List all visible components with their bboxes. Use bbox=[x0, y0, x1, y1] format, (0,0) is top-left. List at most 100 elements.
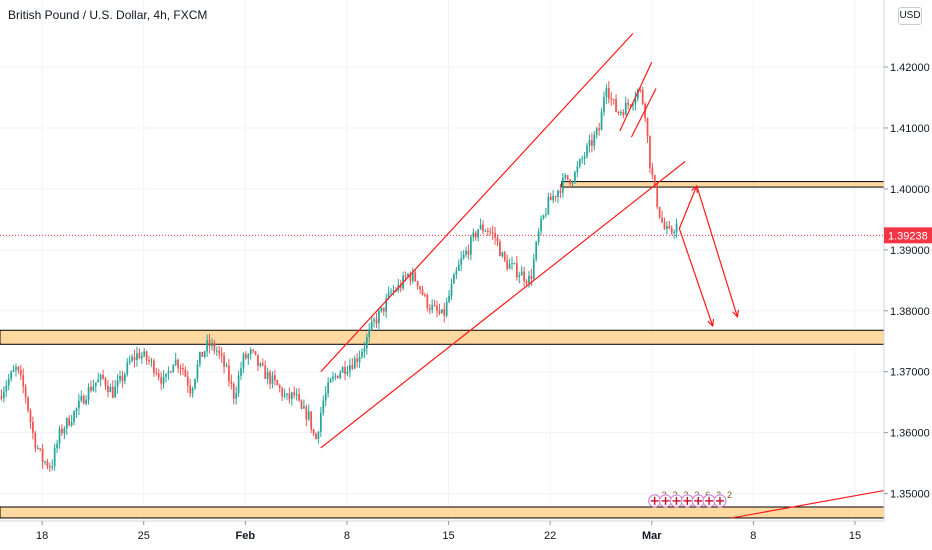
candle-body bbox=[513, 263, 516, 265]
candle-body bbox=[12, 369, 15, 372]
candle-body bbox=[571, 182, 574, 184]
candle-body bbox=[310, 411, 313, 430]
candle-body bbox=[179, 367, 182, 369]
candle-body bbox=[649, 136, 651, 168]
candle-body bbox=[440, 309, 443, 314]
projection-arrow-line bbox=[696, 185, 738, 318]
candle-body bbox=[104, 378, 107, 386]
candle-body bbox=[482, 224, 484, 232]
candle-body bbox=[636, 89, 639, 99]
candle-body bbox=[612, 99, 615, 101]
candle-body bbox=[201, 351, 204, 357]
candle-body bbox=[486, 230, 489, 232]
candle-body bbox=[240, 368, 242, 376]
candle-body bbox=[295, 394, 298, 396]
candle-body bbox=[305, 406, 308, 420]
x-tick-label: Feb bbox=[236, 530, 256, 542]
price-axis[interactable]: 1.42000 1.41000 1.40000 1.39000 1.38000 1.370… bbox=[883, 0, 932, 550]
trendline bbox=[731, 489, 885, 519]
candle-body bbox=[94, 382, 97, 387]
x-tick-label: 8 bbox=[750, 530, 756, 542]
candle-body bbox=[566, 175, 569, 180]
candle-body bbox=[121, 376, 124, 382]
candle-body bbox=[358, 356, 361, 363]
candle-body bbox=[511, 263, 513, 265]
candle-body bbox=[537, 231, 540, 242]
candle-body bbox=[433, 304, 436, 306]
candle-body bbox=[450, 283, 453, 296]
candle-body bbox=[109, 387, 112, 393]
candle-body bbox=[102, 374, 104, 379]
candle-body bbox=[157, 373, 160, 378]
candle-body bbox=[581, 158, 584, 160]
candle-body bbox=[15, 366, 17, 370]
candle-body bbox=[520, 271, 523, 276]
candle-body bbox=[3, 391, 5, 399]
candle-body bbox=[467, 250, 470, 255]
event-markers[interactable]: 2222632 bbox=[648, 490, 732, 508]
candle-body bbox=[390, 291, 392, 293]
candle-body bbox=[186, 376, 189, 386]
candle-body bbox=[532, 259, 535, 279]
candle-body bbox=[501, 252, 504, 257]
candle-body bbox=[223, 355, 225, 367]
candle-body bbox=[293, 392, 296, 396]
price-zone bbox=[0, 329, 885, 345]
candle-body bbox=[82, 396, 85, 404]
trendline bbox=[320, 161, 686, 449]
candle-body bbox=[39, 448, 42, 450]
candle-body bbox=[409, 273, 412, 281]
candle-body bbox=[123, 374, 126, 382]
candle-body bbox=[414, 272, 417, 282]
candle-body bbox=[10, 371, 13, 379]
current-price-badge-axis bbox=[884, 227, 932, 244]
candle-body bbox=[32, 421, 34, 433]
candle-body bbox=[34, 432, 37, 449]
candle-body bbox=[535, 241, 538, 260]
candle-body bbox=[228, 365, 230, 382]
candle-body bbox=[17, 366, 20, 370]
candle-body bbox=[274, 375, 276, 381]
x-tick-label: 25 bbox=[138, 530, 150, 542]
candle-body bbox=[143, 351, 146, 356]
candle-body bbox=[646, 117, 649, 137]
candle-body bbox=[150, 360, 153, 362]
candle-body bbox=[346, 371, 349, 374]
candle-body bbox=[661, 217, 663, 223]
candle-body bbox=[44, 461, 46, 463]
candle-body bbox=[254, 350, 257, 355]
candle-body bbox=[252, 349, 254, 351]
candle-body bbox=[421, 289, 424, 295]
candle-body bbox=[344, 367, 346, 374]
candle-body bbox=[269, 372, 271, 384]
candle-body bbox=[411, 272, 414, 281]
candle-body bbox=[407, 273, 409, 277]
candle-body bbox=[605, 88, 608, 98]
candle-body bbox=[184, 369, 187, 377]
candle-body bbox=[583, 156, 586, 159]
candle-body bbox=[312, 429, 315, 434]
candle-body bbox=[595, 128, 598, 136]
candle-body bbox=[639, 89, 642, 91]
currency-button[interactable]: USD bbox=[898, 7, 922, 25]
projection-arrow-head bbox=[732, 309, 740, 319]
candle-body bbox=[419, 286, 421, 290]
candle-body bbox=[196, 364, 199, 380]
candle-body bbox=[58, 428, 61, 444]
candle-body bbox=[5, 385, 8, 392]
y-tick-label: 1.37000 bbox=[890, 367, 930, 379]
candle-body bbox=[298, 394, 300, 401]
candle-body bbox=[264, 365, 267, 379]
candle-body bbox=[593, 135, 596, 146]
candle-body bbox=[448, 295, 450, 302]
time-axis[interactable]: 18 25 Feb 8 15 22 Mar 8 15 bbox=[0, 520, 932, 550]
y-tick-label: 1.39000 bbox=[890, 245, 930, 257]
candle-body bbox=[56, 443, 58, 449]
candle-body bbox=[387, 292, 390, 299]
candle-body bbox=[194, 379, 196, 389]
candle-body bbox=[523, 271, 525, 282]
trendline bbox=[320, 33, 634, 373]
candle-body bbox=[424, 294, 426, 296]
candle-body bbox=[22, 375, 25, 387]
